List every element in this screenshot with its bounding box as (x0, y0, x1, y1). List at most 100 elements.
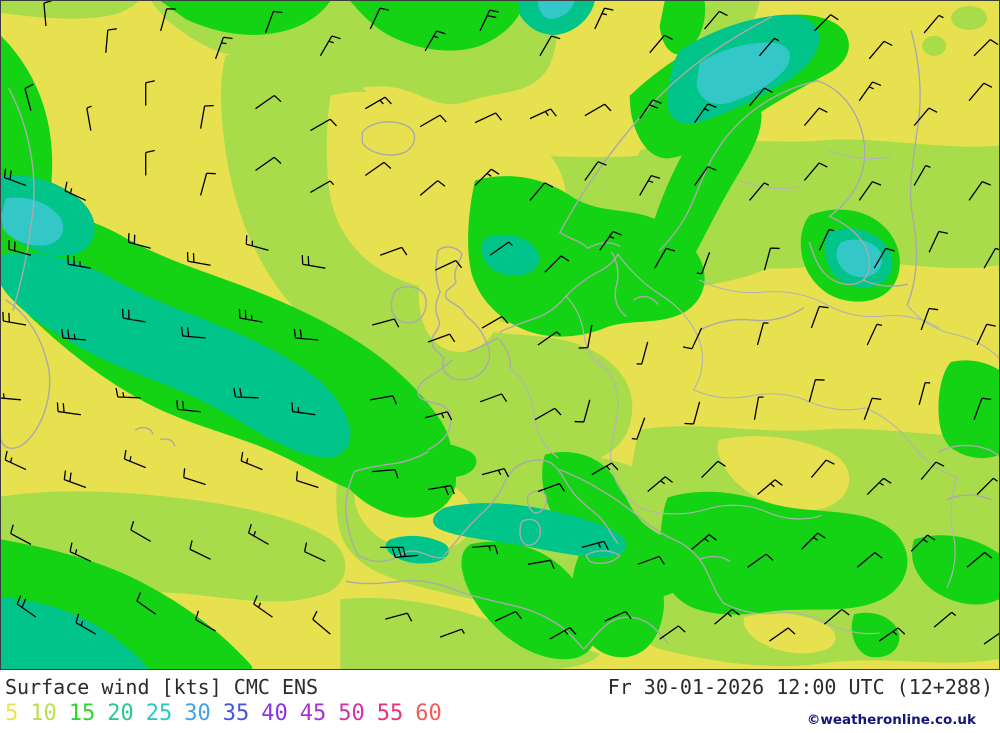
wind-barb (866, 323, 883, 346)
wind-barb (529, 108, 557, 120)
wind-barb (385, 612, 413, 622)
wind-barb (858, 181, 882, 201)
wind-barb (818, 228, 835, 251)
wind-barb (183, 468, 206, 486)
wind-barb (127, 233, 151, 249)
wind-barb (214, 36, 233, 60)
wind-barb (479, 393, 508, 403)
wind-barb (537, 331, 561, 346)
wind-barb (928, 230, 948, 253)
wind-barb (295, 471, 319, 489)
wind-barb (810, 305, 829, 329)
wind-barb (584, 103, 612, 117)
wind-barb (749, 182, 770, 201)
wind-barb (923, 14, 944, 34)
wind-barb (933, 611, 957, 628)
wind-barb (238, 308, 263, 323)
wind-barb (364, 96, 392, 110)
wind-barb (918, 382, 931, 405)
wind-barb (684, 401, 701, 425)
wind-barb (123, 449, 146, 469)
wind-barb (920, 461, 945, 480)
wind-barb (757, 479, 783, 496)
wind-barb (419, 114, 447, 128)
wind-barb (654, 247, 676, 269)
wind-barb (380, 546, 406, 557)
wind-map-canvas (1, 1, 999, 669)
wind-barb (481, 467, 510, 478)
wind-barb (372, 468, 399, 479)
wind-barb (312, 610, 331, 635)
wind-barb (494, 610, 522, 622)
wind-barb (122, 308, 146, 323)
wind-barb (823, 608, 850, 625)
wind-barb (534, 407, 562, 421)
wind-barb (245, 235, 269, 251)
wind-barb (763, 247, 780, 271)
wind-barb (474, 112, 503, 124)
wind-barb (136, 592, 157, 615)
wind-barb (115, 387, 141, 399)
wind-barb (255, 94, 282, 110)
legend-value-60: 60 (415, 701, 442, 726)
wind-barb (130, 520, 152, 542)
wind-barb (749, 87, 773, 107)
wind-barb (319, 35, 341, 57)
legend-value-55: 55 (376, 701, 404, 726)
wind-barb (24, 83, 34, 111)
wind-barb (696, 252, 711, 275)
wind-barb (43, 1, 53, 26)
wind-barb (976, 323, 996, 346)
wind-barb (704, 10, 728, 30)
wind-barb (145, 149, 155, 176)
wind-barb (803, 107, 828, 127)
wind-barb (233, 387, 259, 399)
wind-barb (591, 462, 619, 476)
wind-barb (544, 255, 570, 273)
wind-barb (631, 417, 646, 440)
wind-barb (253, 595, 273, 618)
wind-barb (599, 230, 622, 251)
wind-barb (863, 397, 882, 420)
wind-barb (145, 80, 155, 106)
wind-barb (747, 553, 774, 568)
wind-barb (293, 328, 319, 341)
wind-barb (966, 552, 993, 568)
wind-barb (310, 118, 338, 132)
legend-value-20: 20 (107, 701, 134, 726)
wind-barb (186, 252, 211, 266)
wind-barb (594, 7, 614, 30)
wind-barb (3, 168, 27, 187)
wind-barb (86, 105, 92, 131)
wind-barb (920, 307, 939, 331)
wind-barb (873, 247, 895, 269)
wind-barb (391, 547, 419, 558)
wind-barb (810, 459, 835, 478)
wind-barbs (1, 1, 999, 645)
wind-barb (372, 318, 400, 328)
wind-barb (973, 39, 999, 57)
wind-barb (584, 161, 607, 181)
legend-value-15: 15 (68, 701, 96, 726)
wind-barb (176, 400, 201, 413)
wind-barb (574, 399, 591, 423)
wind-barb (364, 161, 392, 177)
wind-barb (813, 14, 839, 32)
wind-barb (16, 595, 37, 618)
wind-barb (240, 451, 263, 471)
wind-barb (247, 523, 269, 545)
wind-barb (370, 395, 398, 405)
wind-barb (489, 241, 513, 256)
wind-barb (56, 402, 81, 416)
wind-barb (481, 315, 509, 329)
wind-barb (659, 625, 686, 640)
wind-barb (529, 182, 554, 201)
wind-barb (428, 484, 455, 496)
wind-barb (604, 610, 632, 622)
wind-barb (8, 240, 32, 256)
copyright-link[interactable]: ©weatheronline.co.uk (806, 712, 976, 728)
wind-barb (310, 180, 335, 193)
wind-barb (976, 477, 998, 495)
wind-barb (539, 35, 561, 57)
